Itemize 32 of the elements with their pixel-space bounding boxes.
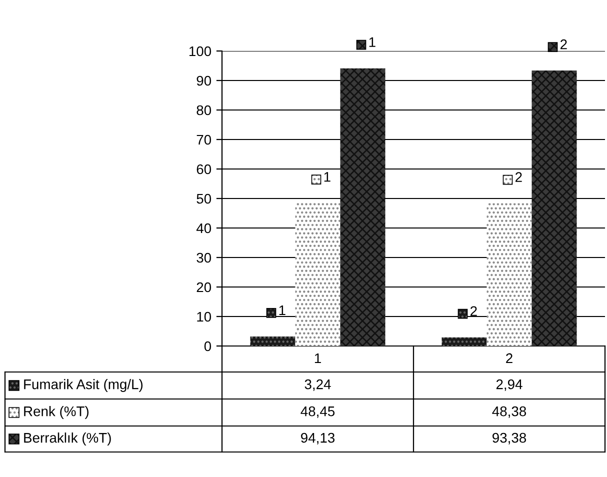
data-label: 94,13: [301, 432, 335, 444]
y-tick-label: 100: [189, 46, 212, 56]
text: 1: [314, 353, 321, 364]
legend-label: Berraklık (%T): [24, 432, 111, 446]
annotation: 1: [324, 172, 330, 182]
data-label: 93,38: [492, 432, 526, 444]
text: 2: [560, 39, 567, 50]
bar: [340, 68, 386, 346]
data-label: 48,38: [492, 406, 526, 418]
y-tick-label: 70: [196, 134, 212, 145]
data-label: 3,24: [304, 379, 331, 391]
y-tick-label: 50: [196, 194, 212, 204]
y-tick-label: 0: [204, 341, 212, 352]
text: 2: [506, 353, 512, 364]
y-tick-label: 60: [196, 164, 212, 174]
y-tick-label: 90: [196, 76, 212, 86]
annotation: 2: [516, 172, 522, 182]
text: 1: [369, 37, 376, 47]
bar: [442, 337, 487, 346]
bar: [532, 70, 577, 346]
legend-label: Fumarik Asit (mg/L): [24, 379, 143, 392]
bar: [486, 203, 532, 346]
y-tick-label: 10: [197, 312, 212, 322]
legend-label: Renk (%T): [24, 406, 89, 419]
data-label: 2,94: [496, 379, 522, 391]
bar: [250, 336, 296, 346]
bar: [295, 203, 340, 346]
y-tick-label: 40: [196, 223, 212, 234]
data-label: 48,45: [300, 406, 335, 418]
y-tick-label: 30: [196, 252, 212, 263]
y-tick-label: 80: [196, 105, 212, 116]
y-tick-label: 20: [196, 282, 212, 292]
